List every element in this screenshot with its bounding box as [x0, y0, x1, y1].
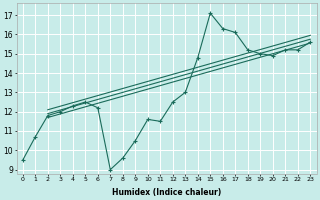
X-axis label: Humidex (Indice chaleur): Humidex (Indice chaleur) — [112, 188, 221, 197]
